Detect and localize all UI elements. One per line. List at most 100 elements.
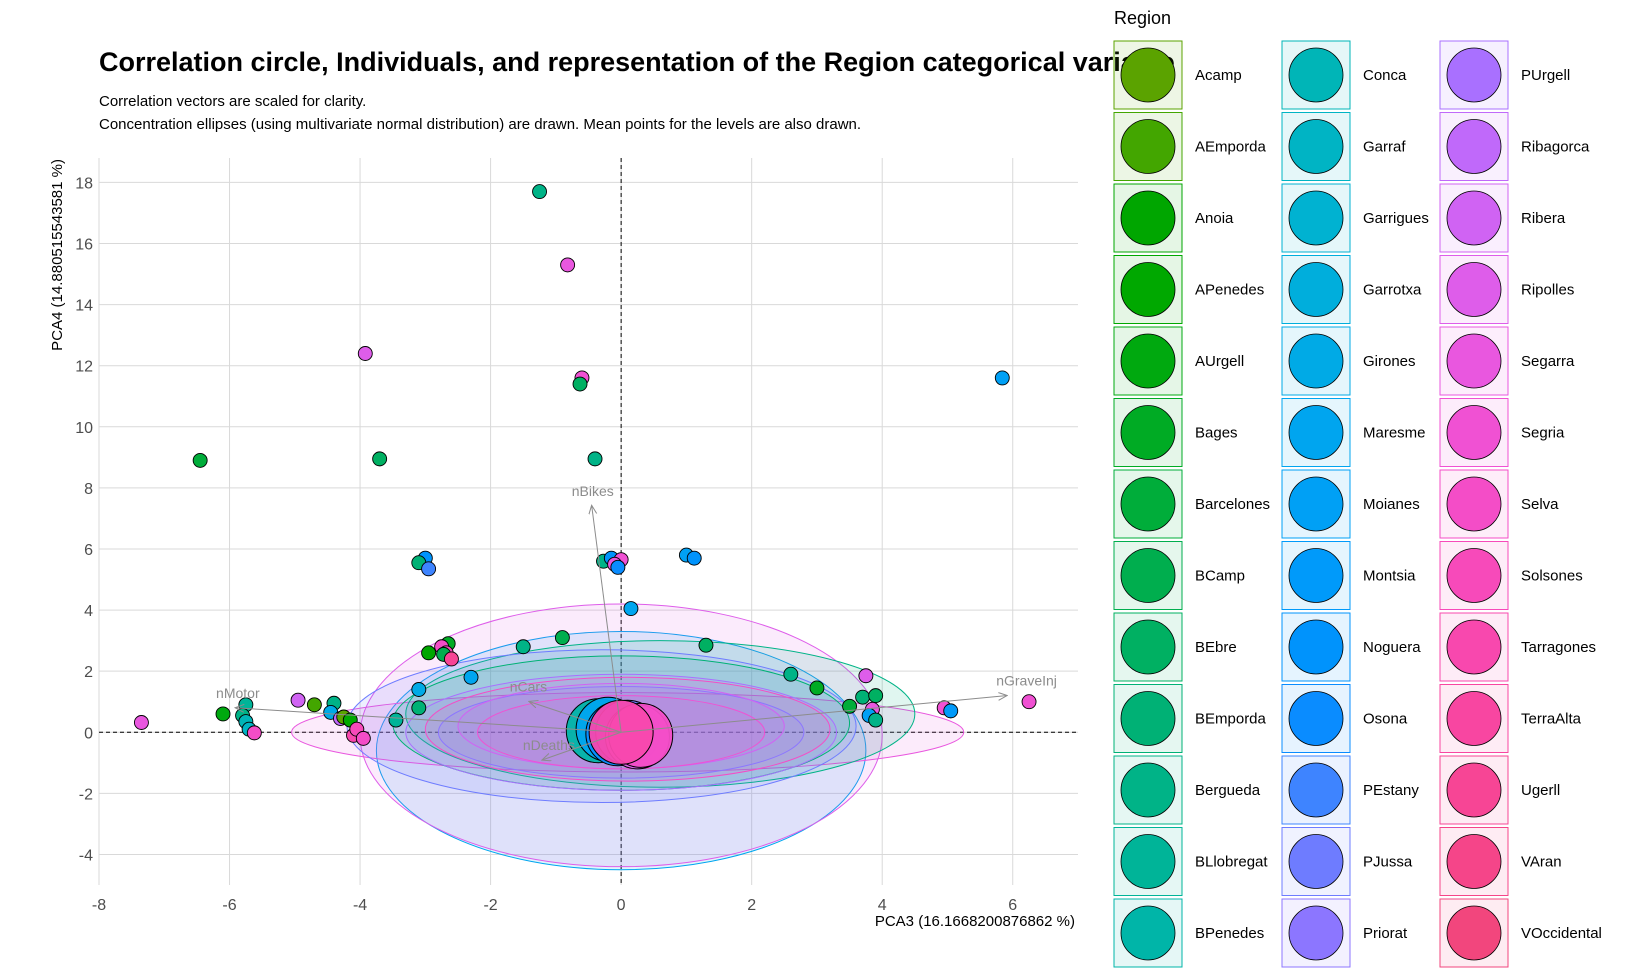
chart-title: Correlation circle, Individuals, and rep… — [99, 47, 1175, 77]
variable-vector — [530, 702, 622, 733]
legend-key-circle — [1446, 762, 1502, 818]
individual-point — [1021, 694, 1037, 710]
legend-key-circle — [1120, 262, 1176, 317]
legend-label: BLlobregat — [1195, 854, 1268, 871]
individual-point — [463, 669, 479, 685]
y-tick-label: 14 — [75, 298, 93, 315]
legend-item: BPenedes — [1113, 898, 1264, 968]
individual-point — [686, 550, 702, 566]
legend-item: Osona — [1281, 684, 1408, 753]
legend-label: Tarragones — [1521, 639, 1596, 656]
legend-label: Garraf — [1363, 139, 1406, 156]
legend-key-circle — [1288, 333, 1344, 389]
grid — [98, 158, 1078, 885]
individual-point — [698, 637, 714, 653]
individual-point — [215, 706, 231, 722]
y-axis-title: PCA4 (14.880515543581 %) — [49, 159, 66, 351]
legend-key-circle — [1288, 691, 1344, 746]
legend-label: Montsia — [1363, 568, 1416, 585]
legend-item: Garrotxa — [1281, 255, 1422, 324]
individual-point — [133, 715, 149, 730]
legend-key-circle — [1446, 476, 1502, 532]
legend-key-circle — [1120, 548, 1176, 603]
individual-point — [560, 257, 576, 273]
individual-point — [858, 668, 874, 684]
legend-key-circle — [1120, 834, 1176, 889]
x-tick-label: -8 — [92, 897, 106, 914]
legend-key-circle — [1120, 190, 1176, 246]
legend-label: Moianes — [1363, 496, 1420, 513]
tick-layer: -8 -6 -4 -2 0 2 4 6 -4 -2 0 2 4 6 8 10 12 14 16 18 — [75, 175, 1017, 914]
legend-label: AEmporda — [1195, 139, 1267, 156]
y-tick-label: 4 — [84, 603, 93, 620]
legend-item: Montsia — [1281, 541, 1416, 610]
legend-item: Ripolles — [1439, 255, 1574, 324]
legend-label: Garrigues — [1363, 210, 1429, 227]
legend-item: PUrgell — [1439, 40, 1570, 110]
legend-item: Tarragones — [1439, 612, 1596, 682]
individual-point — [587, 451, 603, 467]
legend-item: Barcelones — [1113, 469, 1270, 539]
legend-label: Solsones — [1521, 568, 1583, 585]
legend-key-circle — [1288, 190, 1344, 246]
vector-layer: nBikes nGraveInj nMotor nDeaths nCars — [216, 483, 1057, 760]
legend-item: Segarra — [1439, 326, 1575, 396]
legend-key-circle — [1446, 834, 1502, 889]
legend-label: Ripolles — [1521, 282, 1574, 299]
legend-item: Segria — [1439, 398, 1565, 467]
individual-point — [372, 451, 388, 467]
legend-label: Conca — [1363, 67, 1407, 84]
x-tick-label: -4 — [353, 897, 367, 914]
y-tick-label: 6 — [84, 542, 93, 559]
legend-label: VAran — [1521, 854, 1562, 871]
legend-item: Priorat — [1281, 898, 1408, 968]
individual-point — [610, 559, 626, 575]
individual-point — [809, 680, 825, 696]
legend-item: VAran — [1439, 827, 1562, 896]
legend-label: Selva — [1521, 496, 1559, 513]
legend-key-circle — [1288, 762, 1344, 818]
legend-item: BCamp — [1113, 541, 1245, 610]
legend-item: Ugerll — [1439, 755, 1560, 825]
legend-item: Selva — [1439, 469, 1559, 539]
individual-point — [388, 712, 404, 728]
x-tick-label: 0 — [617, 897, 626, 914]
individual-point — [515, 639, 531, 655]
chart-subtitle-line-1: Correlation vectors are scaled for clari… — [99, 93, 366, 110]
individual-point — [532, 184, 547, 200]
y-tick-label: 10 — [75, 420, 93, 437]
individual-point — [994, 370, 1010, 386]
individual-point — [290, 692, 306, 708]
x-tick-label: -6 — [222, 897, 236, 914]
individual-point — [943, 703, 959, 719]
legend-key-circle — [1288, 548, 1344, 603]
legend-label: Acamp — [1195, 67, 1242, 84]
individual-point — [868, 688, 884, 704]
individual-point — [421, 561, 437, 577]
legend-key-circle — [1288, 476, 1344, 532]
legend-key-circle — [1446, 691, 1502, 746]
legend-label: Segria — [1521, 425, 1565, 442]
y-tick-label: 12 — [75, 359, 93, 376]
legend-item: Garrigues — [1281, 183, 1429, 253]
legend-item: AUrgell — [1113, 326, 1244, 396]
legend-label: Segarra — [1521, 353, 1575, 370]
mean-layer — [565, 696, 674, 770]
legend-key-circle — [1446, 548, 1502, 603]
legend-item: AEmporda — [1113, 112, 1267, 181]
y-tick-label: -4 — [79, 847, 93, 864]
y-tick-label: 2 — [84, 664, 93, 681]
individual-point — [783, 666, 799, 682]
legend-item: Ribera — [1439, 183, 1566, 253]
legend-item: Garraf — [1281, 112, 1406, 181]
legend-label: PJussa — [1363, 854, 1413, 871]
legend-key-circle — [1120, 691, 1176, 746]
legend-key-circle — [1288, 119, 1344, 174]
legend-key-circle — [1120, 905, 1176, 961]
legend-item: Moianes — [1281, 469, 1420, 539]
variable-label: nCars — [510, 679, 547, 695]
legend-label: BCamp — [1195, 568, 1245, 585]
legend-item: Ribagorca — [1439, 112, 1590, 181]
x-tick-label: 4 — [878, 897, 887, 914]
